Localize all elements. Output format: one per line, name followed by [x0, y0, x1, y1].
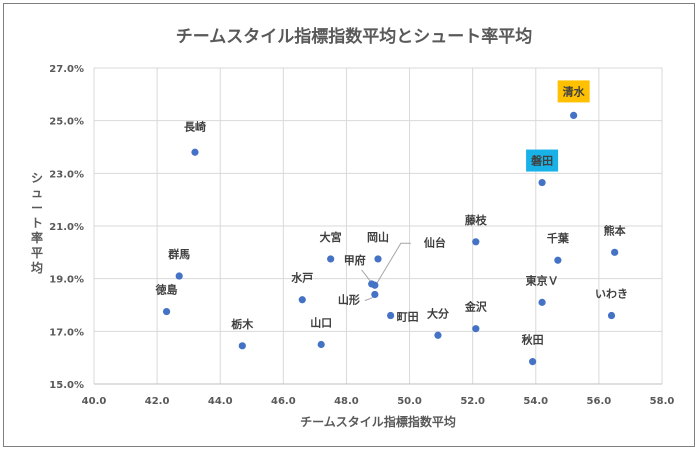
data-label: 大宮: [320, 230, 342, 244]
data-point: [434, 331, 442, 339]
data-point: [570, 111, 578, 119]
x-tick-label: 50.0: [397, 396, 422, 407]
data-point: [538, 298, 546, 306]
data-label: 岡山: [367, 230, 389, 244]
data-label: 群馬: [167, 247, 190, 261]
chart-title: チームスタイル指標指数平均とシュート率平均: [176, 26, 533, 47]
data-label: 長崎: [184, 119, 206, 133]
data-point: [371, 290, 379, 299]
y-axis-title-char: シ: [31, 171, 43, 185]
y-tick-label: 21.0%: [49, 222, 84, 233]
data-label: 甲府: [344, 253, 366, 267]
data-label: 徳島: [155, 283, 178, 297]
data-label: 水戸: [291, 271, 313, 285]
data-point: [374, 255, 382, 263]
x-tick-label: 58.0: [650, 396, 675, 407]
x-tick-label: 46.0: [271, 396, 296, 407]
data-label: 千葉: [547, 231, 570, 245]
y-tick-label: 19.0%: [49, 275, 84, 286]
data-point: [298, 296, 306, 304]
data-point: [607, 311, 616, 320]
y-tick-label: 25.0%: [49, 117, 84, 128]
data-label: 栃木: [231, 317, 254, 331]
data-label: 熊本: [604, 223, 626, 237]
data-point: [327, 255, 335, 263]
data-point: [611, 248, 619, 256]
data-label: 町田: [397, 311, 419, 324]
data-point: [317, 340, 325, 349]
leader-lines: [361, 242, 411, 301]
x-tick-label: 44.0: [208, 396, 233, 407]
data-label: 山形: [338, 292, 360, 306]
data-point: [371, 281, 379, 289]
x-tick-label: 56.0: [587, 396, 612, 407]
y-axis-title: シュート率平均: [31, 171, 43, 275]
highlight-label-box: [557, 80, 590, 103]
x-tick-label: 52.0: [460, 396, 485, 407]
chart-frame: チームスタイル指標指数平均とシュート率平均 15.0% 17.0% 19.0% 21.…: [3, 3, 695, 447]
data-label: 清水: [563, 84, 586, 98]
data-point: [162, 307, 171, 316]
y-axis-ticks: 15.0% 17.0% 19.0% 21.0% 23.0% 25.0% 27.0%: [49, 64, 84, 391]
highlight-label-box: [526, 149, 559, 172]
data-label: 磐田: [531, 154, 553, 168]
data-label: いわき: [595, 288, 628, 301]
data-point: [529, 358, 537, 366]
y-axis-title-char: 平: [31, 246, 43, 260]
y-axis-title-char: ト: [31, 216, 43, 230]
data-point: [175, 272, 183, 280]
data-label: 東京Ｖ: [526, 273, 559, 287]
x-tick-label: 54.0: [523, 396, 548, 407]
data-label: 秋田: [522, 333, 544, 347]
data-label: 藤枝: [465, 213, 488, 227]
data-label: 大分: [427, 306, 449, 320]
data-point: [238, 342, 246, 350]
y-tick-label: 17.0%: [49, 327, 84, 338]
y-axis-title-char: 均: [31, 260, 43, 275]
data-point: [472, 238, 480, 246]
x-axis-title: チームスタイル指標指数平均: [300, 414, 456, 429]
data-label: 金沢: [464, 300, 488, 314]
x-tick-label: 40.0: [82, 396, 107, 407]
leader-line: [376, 242, 411, 284]
y-tick-label: 15.0%: [49, 380, 84, 391]
y-tick-label: 23.0%: [49, 169, 84, 180]
scatter-chart: チームスタイル指標指数平均とシュート率平均 15.0% 17.0% 19.0% 21.…: [31, 26, 675, 429]
data-point: [538, 178, 546, 187]
data-label: 仙台: [424, 235, 446, 249]
x-tick-label: 48.0: [334, 396, 359, 407]
y-axis-title-char: ー: [31, 201, 43, 215]
x-axis-ticks: 40.0 42.0 44.0 46.0 48.0 50.0 52.0 54.0 56.0 58.0: [82, 396, 675, 407]
data-point: [472, 325, 480, 333]
data-points: [162, 111, 619, 366]
data-label: 山口: [310, 316, 332, 330]
data-point: [387, 311, 395, 320]
y-axis-title-char: ュ: [31, 186, 43, 200]
data-point: [554, 256, 562, 264]
y-tick-label: 27.0%: [49, 64, 84, 75]
gridlines: [93, 67, 663, 385]
y-axis-title-char: 率: [31, 230, 43, 245]
data-point: [191, 148, 199, 156]
x-tick-label: 42.0: [145, 396, 170, 407]
